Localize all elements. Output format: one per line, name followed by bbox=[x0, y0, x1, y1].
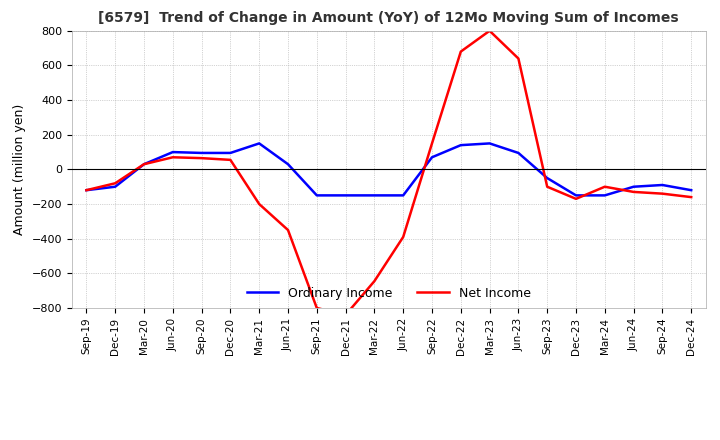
Ordinary Income bbox=[255, 141, 264, 146]
Ordinary Income bbox=[312, 193, 321, 198]
Ordinary Income bbox=[687, 187, 696, 193]
Ordinary Income bbox=[543, 176, 552, 181]
Net Income bbox=[485, 28, 494, 33]
Ordinary Income bbox=[514, 150, 523, 156]
Line: Net Income: Net Income bbox=[86, 31, 691, 315]
Net Income bbox=[226, 157, 235, 162]
Line: Ordinary Income: Ordinary Income bbox=[86, 143, 691, 195]
Ordinary Income bbox=[428, 154, 436, 160]
Ordinary Income bbox=[399, 193, 408, 198]
Ordinary Income bbox=[284, 161, 292, 167]
Net Income bbox=[629, 189, 638, 194]
Net Income bbox=[341, 312, 350, 318]
Net Income bbox=[168, 154, 177, 160]
Ordinary Income bbox=[168, 150, 177, 155]
Ordinary Income bbox=[111, 184, 120, 189]
Ordinary Income bbox=[658, 182, 667, 187]
Net Income bbox=[82, 187, 91, 193]
Net Income bbox=[399, 235, 408, 240]
Net Income bbox=[543, 184, 552, 189]
Ordinary Income bbox=[572, 193, 580, 198]
Ordinary Income bbox=[600, 193, 609, 198]
Y-axis label: Amount (million yen): Amount (million yen) bbox=[13, 104, 26, 235]
Net Income bbox=[428, 141, 436, 146]
Net Income bbox=[687, 194, 696, 200]
Net Income bbox=[370, 279, 379, 284]
Net Income bbox=[456, 49, 465, 54]
Net Income bbox=[600, 184, 609, 189]
Ordinary Income bbox=[370, 193, 379, 198]
Title: [6579]  Trend of Change in Amount (YoY) of 12Mo Moving Sum of Incomes: [6579] Trend of Change in Amount (YoY) o… bbox=[99, 11, 679, 26]
Net Income bbox=[514, 56, 523, 61]
Net Income bbox=[197, 155, 206, 161]
Net Income bbox=[658, 191, 667, 196]
Ordinary Income bbox=[341, 193, 350, 198]
Ordinary Income bbox=[456, 143, 465, 148]
Net Income bbox=[284, 227, 292, 233]
Ordinary Income bbox=[485, 141, 494, 146]
Net Income bbox=[111, 180, 120, 186]
Ordinary Income bbox=[140, 161, 148, 167]
Ordinary Income bbox=[197, 150, 206, 156]
Net Income bbox=[255, 202, 264, 207]
Net Income bbox=[312, 305, 321, 311]
Net Income bbox=[140, 161, 148, 167]
Ordinary Income bbox=[226, 150, 235, 156]
Ordinary Income bbox=[82, 187, 91, 193]
Ordinary Income bbox=[629, 184, 638, 189]
Net Income bbox=[572, 196, 580, 202]
Legend: Ordinary Income, Net Income: Ordinary Income, Net Income bbox=[242, 282, 536, 304]
